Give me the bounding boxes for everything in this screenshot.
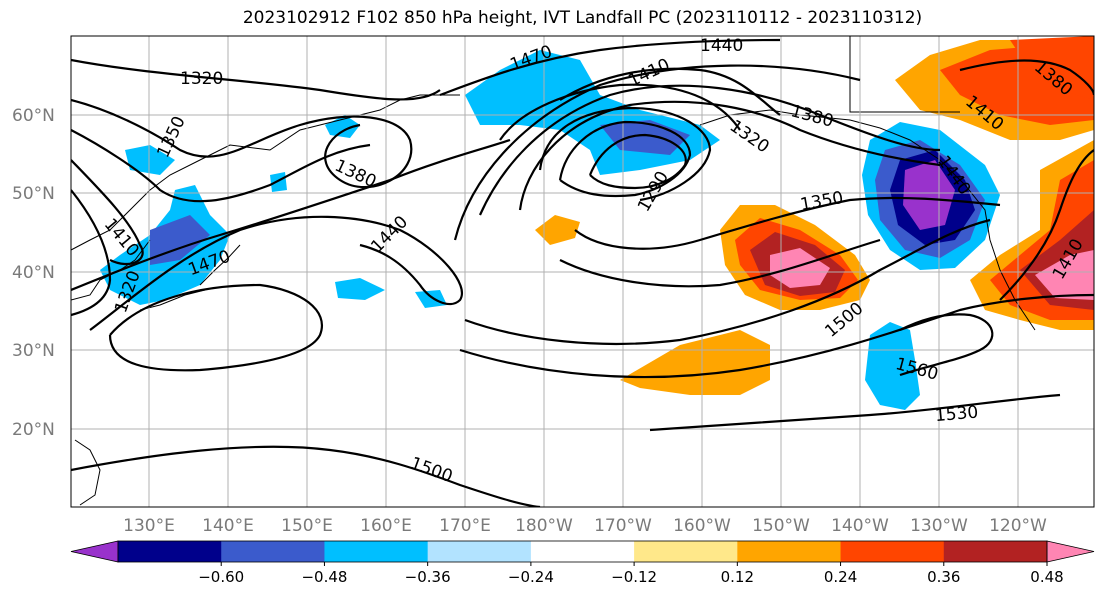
colorbar-segment <box>221 541 325 562</box>
lon-label-150w: 150°W <box>752 516 810 536</box>
map-title: 2023102912 F102 850 hPa height, IVT Land… <box>242 8 923 28</box>
lon-label-120w: 120°W <box>989 516 1047 536</box>
ivt-positive-shading <box>535 36 1094 395</box>
lon-label-150e: 150°E <box>281 516 333 536</box>
colorbar-tick-label: −0.12 <box>611 568 657 586</box>
lon-label-160e: 160°E <box>360 516 412 536</box>
lat-label-20: 20°N <box>12 420 55 440</box>
colorbar-segment <box>943 541 1048 562</box>
lon-label-170w: 170°W <box>594 516 652 536</box>
gridlines <box>71 36 1094 507</box>
lon-label-130w: 130°W <box>910 516 968 536</box>
lat-label-60: 60°N <box>12 106 55 126</box>
colorbar-extend-low <box>70 540 119 563</box>
colorbar-segment <box>634 541 738 562</box>
colorbar-tick-label: 0.36 <box>927 568 960 586</box>
map-border <box>70 35 1095 508</box>
ivt-negative-shading <box>100 50 1000 410</box>
colorbar-tick-label: 0.12 <box>721 568 754 586</box>
colorbar-segment <box>118 541 222 562</box>
lon-label-170e: 170°E <box>439 516 491 536</box>
lon-label-140e: 140°E <box>202 516 254 536</box>
colorbar-segment <box>737 541 842 562</box>
colorbar-segment <box>840 541 945 562</box>
colorbar-tick-label: −0.48 <box>301 568 347 586</box>
colorbar-segment <box>530 541 635 562</box>
colorbar-tick-label: 0.48 <box>1030 568 1063 586</box>
longitude-labels: 130°E 140°E 150°E 160°E 170°E 180°W 170°… <box>123 516 1047 536</box>
contour-label-1320: 1320 <box>180 69 223 89</box>
lon-label-140w: 140°W <box>831 516 889 536</box>
lon-label-130e: 130°E <box>123 516 175 536</box>
contour-label-1440-b: 1440 <box>700 36 743 56</box>
colorbar-segment <box>427 541 532 562</box>
colorbar-tick-label: 0.24 <box>824 568 857 586</box>
lon-label-160w: 160°W <box>673 516 731 536</box>
height-contours <box>71 38 1094 507</box>
colorbar-tick-label: −0.24 <box>508 568 554 586</box>
lat-label-50: 50°N <box>12 184 55 204</box>
coastlines <box>71 36 1036 506</box>
latitude-labels: 60°N 50°N 40°N 30°N 20°N <box>12 106 55 440</box>
lat-label-40: 40°N <box>12 263 55 283</box>
colorbar-tick-label: −0.60 <box>198 568 244 586</box>
colorbar-border <box>117 540 1048 563</box>
colorbar-extend-high <box>1046 540 1095 563</box>
lat-label-30: 30°N <box>12 341 55 361</box>
colorbar-segment <box>324 541 429 562</box>
colorbar: −0.60 −0.48 −0.36 −0.24 −0.12 0.12 0.24 0.36 0.4… <box>70 540 1095 586</box>
contour-label-1530: 1530 <box>934 402 979 426</box>
lon-label-180w: 180°W <box>515 516 573 536</box>
colorbar-tick-label: −0.36 <box>405 568 451 586</box>
